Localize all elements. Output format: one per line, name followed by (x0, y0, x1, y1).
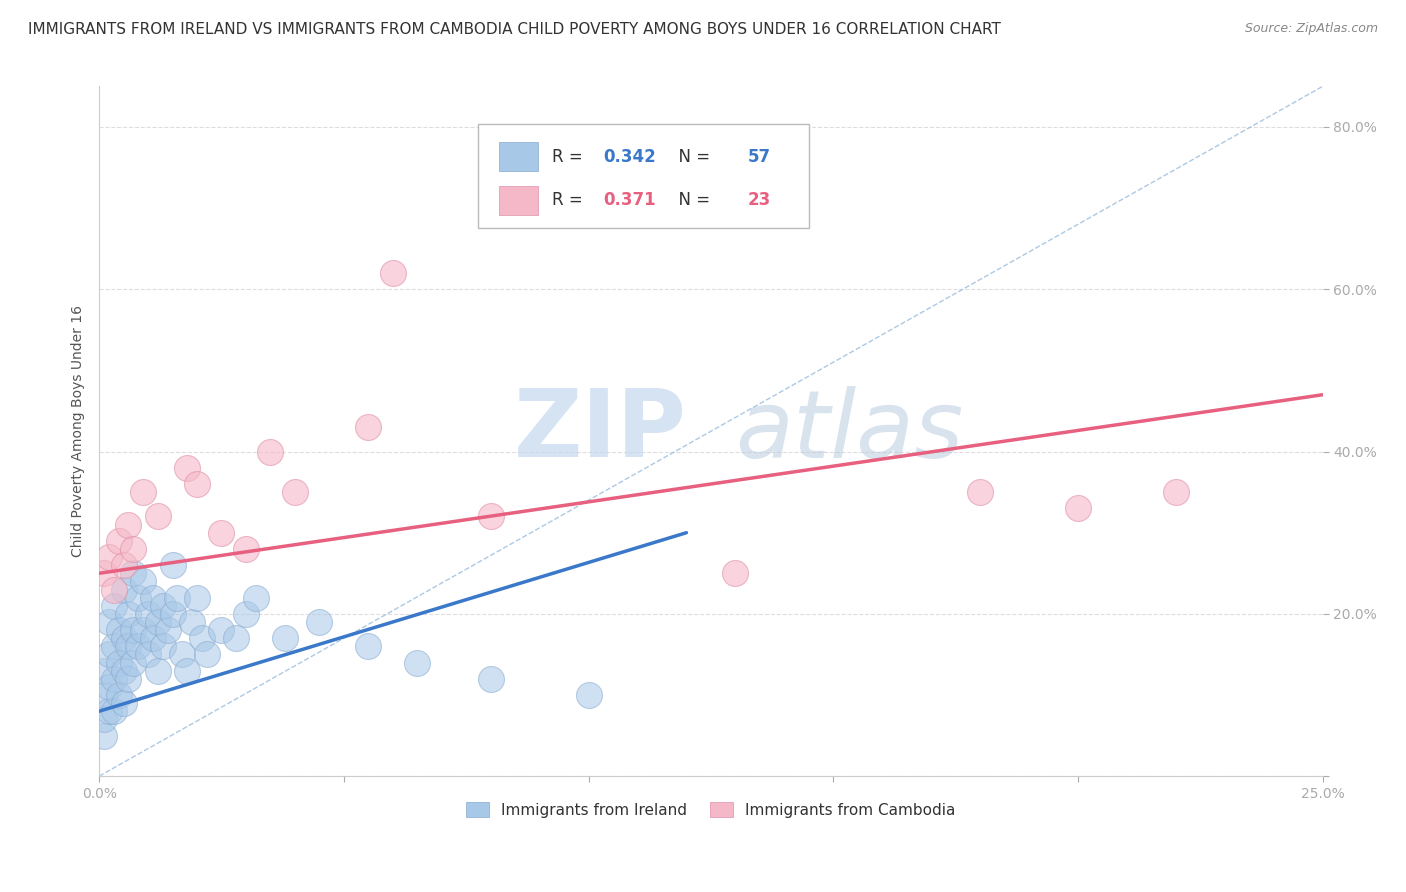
Legend: Immigrants from Ireland, Immigrants from Cambodia: Immigrants from Ireland, Immigrants from… (460, 796, 962, 823)
Point (117, 607, 139, 621)
Point (724, 566, 747, 581)
Text: N =: N = (668, 191, 716, 210)
Point (112, 696, 135, 710)
Point (132, 623, 155, 637)
Text: 57: 57 (748, 148, 770, 166)
Point (284, 485, 307, 500)
Point (142, 631, 165, 645)
Point (142, 591, 165, 605)
Point (122, 623, 145, 637)
Point (127, 640, 149, 654)
Point (166, 591, 188, 605)
Point (97, 704, 120, 718)
Text: atlas: atlas (735, 385, 963, 476)
Point (969, 485, 991, 500)
Point (97, 648, 120, 662)
Point (176, 460, 198, 475)
Text: 0.342: 0.342 (603, 148, 657, 166)
Point (146, 509, 169, 524)
Point (136, 607, 159, 621)
Point (479, 509, 502, 524)
Y-axis label: Child Poverty Among Boys Under 16: Child Poverty Among Boys Under 16 (72, 305, 86, 558)
Point (112, 582, 135, 597)
Point (127, 591, 149, 605)
Point (146, 664, 169, 678)
FancyBboxPatch shape (478, 124, 808, 227)
Point (132, 485, 155, 500)
Point (1164, 485, 1187, 500)
Text: Source: ZipAtlas.com: Source: ZipAtlas.com (1244, 22, 1378, 36)
Point (103, 704, 125, 718)
Point (357, 640, 380, 654)
Point (97, 615, 120, 629)
Point (225, 631, 247, 645)
Point (132, 574, 155, 589)
Text: 0.371: 0.371 (603, 191, 655, 210)
Point (112, 664, 135, 678)
Point (97, 550, 120, 565)
Point (117, 672, 139, 686)
Point (274, 631, 297, 645)
Point (162, 607, 184, 621)
Point (479, 672, 502, 686)
Point (357, 420, 380, 434)
Point (117, 640, 139, 654)
Point (107, 688, 129, 702)
Point (152, 640, 174, 654)
Point (308, 615, 330, 629)
Point (186, 477, 208, 491)
Point (103, 640, 125, 654)
Point (186, 591, 208, 605)
Point (146, 615, 169, 629)
Point (259, 444, 281, 458)
Point (112, 558, 135, 573)
Point (191, 631, 214, 645)
Point (103, 599, 125, 613)
Text: N =: N = (668, 148, 716, 166)
Point (93, 688, 115, 702)
Text: R =: R = (551, 148, 588, 166)
Point (211, 623, 233, 637)
Point (152, 599, 174, 613)
Point (122, 566, 145, 581)
Point (107, 533, 129, 548)
Point (211, 525, 233, 540)
Text: ZIP: ZIP (513, 385, 686, 477)
Point (181, 615, 204, 629)
Point (136, 648, 159, 662)
Point (93, 712, 115, 726)
Point (406, 656, 429, 670)
Point (176, 664, 198, 678)
Point (103, 582, 125, 597)
Point (381, 266, 404, 280)
Point (235, 607, 257, 621)
Point (172, 648, 194, 662)
Point (122, 541, 145, 556)
Point (1067, 501, 1090, 516)
Point (578, 688, 600, 702)
Point (235, 541, 257, 556)
Point (107, 656, 129, 670)
Point (112, 631, 135, 645)
Point (107, 623, 129, 637)
Point (156, 623, 179, 637)
Point (122, 656, 145, 670)
Point (93, 566, 115, 581)
Point (195, 648, 218, 662)
Point (578, 185, 600, 199)
Text: R =: R = (551, 191, 588, 210)
Text: IMMIGRANTS FROM IRELAND VS IMMIGRANTS FROM CAMBODIA CHILD POVERTY AMONG BOYS UND: IMMIGRANTS FROM IRELAND VS IMMIGRANTS FR… (28, 22, 1001, 37)
Point (103, 672, 125, 686)
Point (93, 729, 115, 743)
FancyBboxPatch shape (499, 142, 538, 171)
Point (97, 680, 120, 694)
Point (245, 591, 267, 605)
FancyBboxPatch shape (499, 186, 538, 215)
Text: 23: 23 (748, 191, 770, 210)
Point (117, 517, 139, 532)
Point (162, 558, 184, 573)
Point (93, 664, 115, 678)
